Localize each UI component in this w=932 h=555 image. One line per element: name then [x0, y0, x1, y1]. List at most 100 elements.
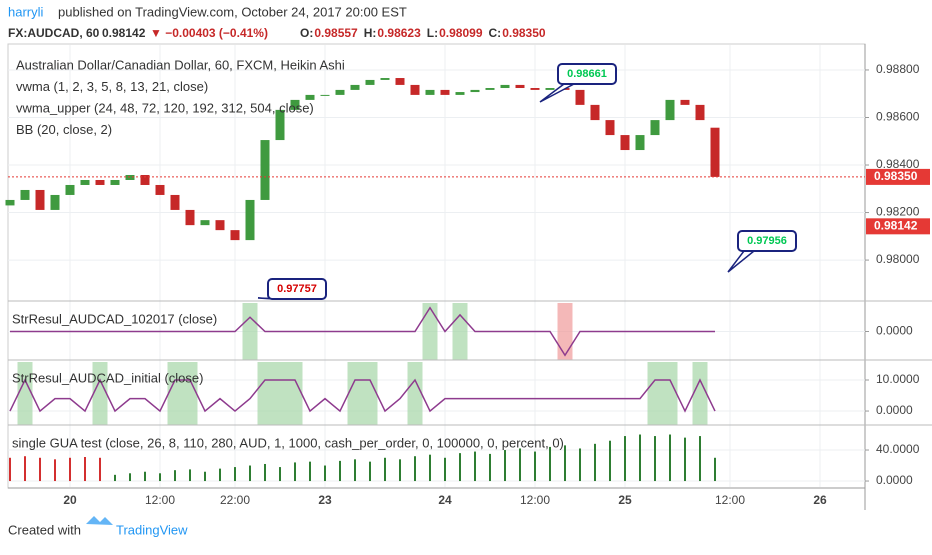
callout-label: 0.98661	[567, 68, 607, 80]
candle	[545, 88, 555, 90]
callout-box	[737, 230, 797, 252]
ohlc-value: 0.98350	[502, 26, 546, 40]
histogram-bar	[534, 451, 536, 482]
histogram-bar	[444, 457, 446, 482]
signal-band	[452, 303, 468, 360]
histogram-bar	[654, 436, 656, 482]
callout-box	[557, 63, 617, 85]
candle	[155, 184, 165, 195]
histogram-bar	[699, 436, 701, 482]
candle	[425, 89, 435, 95]
callout-label: 0.97956	[747, 235, 787, 247]
histogram-bar	[189, 469, 191, 482]
brand-logo	[86, 516, 113, 525]
histogram-bar	[234, 467, 236, 482]
signal-band	[17, 362, 33, 425]
y-tick-label: 0.98200	[876, 205, 920, 219]
y-tick-label: 0.98600	[876, 110, 920, 124]
signal-band	[242, 303, 258, 360]
histogram-bar	[714, 457, 716, 482]
legend-entry: vwma (1, 2, 3, 5, 8, 13, 21, close)	[16, 79, 208, 94]
histogram-bar	[594, 443, 596, 482]
candle	[365, 79, 375, 85]
histogram-bar	[159, 473, 161, 482]
x-tick-label: 20	[63, 493, 77, 507]
candle	[455, 92, 465, 95]
y-tick-label: 0.0000	[876, 473, 913, 487]
candle	[695, 104, 705, 121]
signal-band	[257, 362, 273, 425]
x-tick-label: 23	[318, 493, 332, 507]
pane-title: StrResul_AUDCAD_initial (close)	[12, 370, 203, 385]
candle	[320, 94, 330, 96]
signal-band	[422, 303, 438, 360]
histogram-bar	[39, 457, 41, 482]
histogram-bar	[384, 457, 386, 482]
histogram-bar	[489, 453, 491, 482]
candle	[35, 189, 45, 210]
y-tick-label: 0.0000	[876, 324, 913, 338]
histogram-bar	[129, 473, 131, 482]
y-tick-label: 0.98800	[876, 62, 920, 76]
pane-title: single GUA test (close, 26, 8, 110, 280,…	[12, 435, 564, 450]
candle	[470, 89, 480, 93]
candle	[215, 220, 225, 231]
ohlc-key: O:	[300, 26, 313, 40]
callout-pointer	[727, 250, 755, 273]
ohlc-value: 0.98623	[377, 26, 421, 40]
signal-band	[287, 362, 303, 425]
signal-band	[167, 362, 183, 425]
candle	[335, 89, 345, 95]
histogram-bar	[639, 434, 641, 482]
histogram-bar	[294, 462, 296, 482]
candle	[275, 109, 285, 141]
y-tick-label: 40.0000	[876, 442, 920, 456]
histogram-bar	[429, 454, 431, 482]
price-label-box	[866, 218, 930, 235]
candle	[350, 84, 360, 90]
pane-title: StrResul_AUDCAD_102017 (close)	[12, 311, 217, 326]
x-tick-label: 12:00	[145, 493, 175, 507]
histogram-bar	[474, 451, 476, 482]
signal-band	[692, 362, 708, 425]
signal-band	[92, 362, 108, 425]
signal-band	[182, 362, 198, 425]
ohlc-key: C:	[489, 26, 502, 40]
histogram-bar	[99, 457, 101, 482]
histogram-bar	[174, 470, 176, 482]
candle	[305, 94, 315, 100]
candle	[140, 174, 150, 185]
histogram-bar	[114, 474, 116, 482]
callout-pointer	[539, 83, 575, 103]
price-label: 0.98142	[874, 218, 918, 232]
indicator-line	[10, 306, 715, 357]
x-tick-label: 26	[813, 493, 827, 507]
candle	[665, 99, 675, 121]
candle	[575, 89, 585, 105]
indicator-line	[9, 378, 716, 413]
candle	[245, 199, 255, 241]
histogram-bar	[609, 440, 611, 482]
byline: published on TradingView.com, October 24…	[58, 4, 407, 19]
price-label: 0.98350	[874, 169, 918, 183]
histogram-bar	[144, 471, 146, 482]
histogram-bar	[279, 467, 281, 482]
histogram-bar	[24, 456, 26, 482]
histogram-bar	[684, 437, 686, 482]
author: harryli	[8, 4, 44, 19]
callout-label: 0.97757	[277, 283, 317, 295]
signal-band	[662, 362, 678, 425]
histogram-bar	[309, 461, 311, 482]
y-tick-label: 0.98000	[876, 252, 920, 266]
candle	[185, 209, 195, 226]
histogram-bar	[459, 453, 461, 482]
candle	[230, 230, 240, 241]
ohlc-value: 0.98099	[439, 26, 483, 40]
histogram-bar	[519, 448, 521, 482]
candle	[530, 88, 540, 90]
candle	[680, 99, 690, 105]
candle	[710, 127, 720, 177]
candle	[125, 174, 135, 180]
